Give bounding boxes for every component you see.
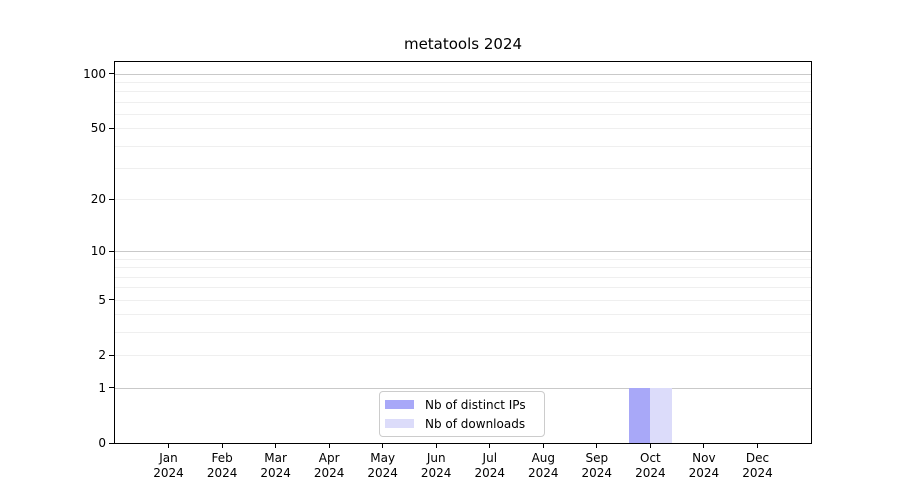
gridline-minor bbox=[115, 332, 811, 334]
gridline-major bbox=[115, 251, 811, 253]
gridline-minor bbox=[115, 355, 811, 357]
x-tick-mark bbox=[328, 444, 330, 448]
y-tick-label: 5 bbox=[98, 292, 106, 307]
y-tick-label: 1 bbox=[98, 380, 106, 395]
x-tick-mark bbox=[168, 444, 169, 448]
legend-item-downloads: Nb of downloads bbox=[385, 416, 544, 432]
legend-swatch bbox=[385, 400, 414, 409]
y-tick-label: 0 bbox=[98, 436, 106, 450]
x-tick-mark bbox=[382, 444, 384, 448]
y-tick-mark bbox=[109, 442, 114, 444]
y-tick-mark bbox=[109, 387, 114, 388]
gridline-minor bbox=[115, 168, 811, 170]
gridline-minor bbox=[115, 276, 811, 278]
gridline-minor bbox=[115, 128, 811, 130]
x-tick-mark bbox=[757, 444, 758, 448]
y-tick-label: 50 bbox=[90, 121, 106, 136]
gridline-minor bbox=[115, 199, 811, 201]
x-tick-mark bbox=[649, 444, 651, 448]
x-tick-label: Jan 2024 bbox=[153, 451, 184, 480]
x-tick-mark bbox=[275, 444, 277, 448]
y-tick-mark bbox=[109, 250, 114, 252]
gridline-minor bbox=[115, 102, 811, 103]
x-tick-label: Aug 2024 bbox=[528, 451, 559, 480]
gridline-minor bbox=[115, 91, 811, 93]
chart-title: metatools 2024 bbox=[403, 35, 523, 53]
y-tick-label: 2 bbox=[98, 348, 106, 363]
legend-swatch bbox=[385, 419, 414, 428]
x-tick-label: Oct 2024 bbox=[635, 451, 666, 480]
x-tick-mark bbox=[489, 444, 491, 448]
y-tick-label: 10 bbox=[90, 244, 106, 259]
gridline-minor bbox=[115, 82, 811, 84]
x-tick-mark bbox=[221, 444, 223, 448]
x-tick-mark bbox=[596, 444, 598, 448]
y-tick-mark bbox=[109, 73, 114, 75]
x-tick-label: Apr 2024 bbox=[313, 451, 345, 480]
gridline-major bbox=[115, 387, 811, 389]
x-tick-label: Jul 2024 bbox=[474, 451, 506, 480]
y-tick-label: 20 bbox=[90, 192, 106, 207]
legend-item-distinct-ips: Nb of distinct IPs bbox=[385, 397, 544, 413]
x-tick-label: May 2024 bbox=[367, 451, 398, 480]
bar-distinct-ips bbox=[629, 387, 651, 443]
legend-label: Nb of downloads bbox=[425, 416, 526, 431]
x-tick-label: Nov 2024 bbox=[688, 451, 720, 480]
gridline-minor bbox=[115, 314, 811, 316]
x-tick-mark bbox=[703, 444, 705, 448]
x-tick-label: Mar 2024 bbox=[260, 451, 291, 480]
y-tick-mark bbox=[109, 198, 114, 200]
y-tick-mark bbox=[109, 299, 114, 301]
gridline-minor bbox=[115, 114, 811, 116]
y-tick-label: 100 bbox=[83, 66, 106, 81]
gridline-minor bbox=[115, 267, 811, 269]
gridline-minor bbox=[115, 287, 811, 289]
gridline-minor bbox=[115, 145, 811, 147]
x-tick-mark bbox=[542, 444, 544, 448]
x-tick-label: Jun 2024 bbox=[420, 451, 452, 480]
x-tick-label: Sep 2024 bbox=[581, 451, 613, 480]
plot-area bbox=[114, 61, 812, 444]
x-tick-mark bbox=[435, 444, 437, 448]
bar-downloads bbox=[650, 387, 672, 443]
legend: Nb of distinct IPs Nb of downloads bbox=[379, 391, 545, 437]
gridline-major bbox=[115, 73, 811, 75]
y-tick-mark bbox=[109, 127, 114, 129]
gridline-minor bbox=[115, 258, 811, 260]
legend-label: Nb of distinct IPs bbox=[425, 397, 526, 412]
y-tick-mark bbox=[109, 354, 114, 356]
gridline-minor bbox=[115, 299, 811, 301]
x-tick-label: Feb 2024 bbox=[206, 451, 238, 480]
x-tick-label: Dec 2024 bbox=[742, 451, 773, 480]
